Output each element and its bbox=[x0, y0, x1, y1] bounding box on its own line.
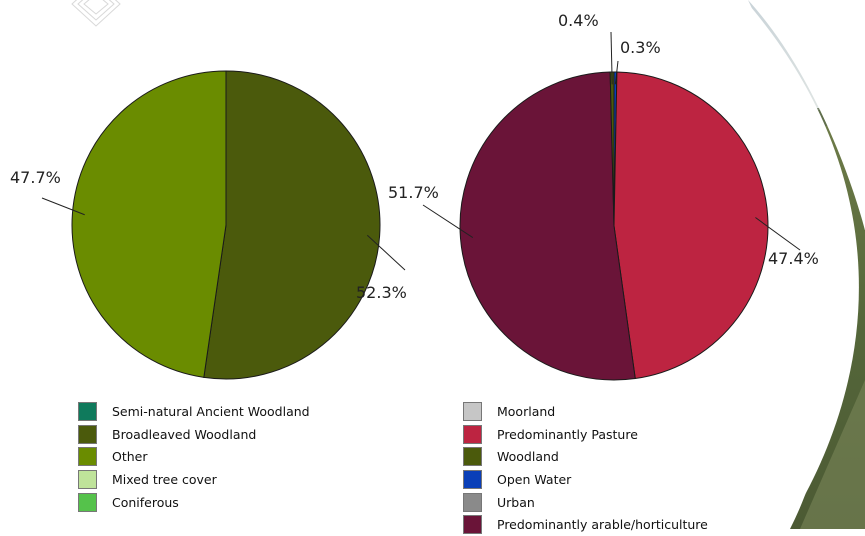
legend-left: Semi-natural Ancient Woodland Broadleaved… bbox=[78, 400, 310, 513]
legend-label: Predominantly arable/horticulture bbox=[497, 517, 708, 533]
legend-label: Moorland bbox=[497, 403, 556, 419]
legend-item: Predominantly Pasture bbox=[463, 423, 708, 446]
legend-item: Woodland bbox=[463, 445, 708, 468]
legend-swatch bbox=[463, 424, 482, 444]
legend-swatch bbox=[78, 447, 97, 467]
legend-label: Other bbox=[112, 449, 148, 465]
pie-chart-land-cover: 0.3% 47.4% 51.7% 0.4% bbox=[388, 11, 819, 381]
legend-item: Mixed tree cover bbox=[78, 468, 310, 491]
data-label: 0.3% bbox=[620, 38, 661, 57]
legend-item: Broadleaved Woodland bbox=[78, 423, 310, 446]
legend-swatch bbox=[463, 469, 482, 489]
legend-swatch bbox=[463, 401, 482, 421]
legend-swatch bbox=[463, 447, 482, 467]
leader-line bbox=[41, 197, 85, 216]
legend-right: Moorland Predominantly Pasture Woodland Ope… bbox=[463, 400, 708, 536]
leader-line bbox=[610, 31, 613, 85]
leader-line bbox=[366, 234, 406, 271]
pie-slice-broadleaved-woodland bbox=[203, 70, 381, 380]
legend-item: Open Water bbox=[463, 468, 708, 491]
data-label: 51.7% bbox=[388, 183, 439, 202]
data-label: 47.4% bbox=[768, 249, 819, 268]
pie-slice-predominantly-pasture bbox=[613, 71, 769, 380]
legend-item: Semi-natural Ancient Woodland bbox=[78, 400, 310, 423]
legend-item: Predominantly arable/horticulture bbox=[463, 513, 708, 536]
legend-label: Predominantly Pasture bbox=[497, 426, 638, 442]
pie-chart-woodland: 52.3% 47.7% bbox=[10, 70, 407, 380]
legend-item: Urban bbox=[463, 491, 708, 514]
legend-swatch bbox=[78, 424, 97, 444]
legend-label: Urban bbox=[497, 494, 535, 510]
legend-item: Moorland bbox=[463, 400, 708, 423]
legend-label: Woodland bbox=[497, 449, 559, 465]
leader-line bbox=[422, 204, 474, 239]
legend-item: Other bbox=[78, 445, 310, 468]
data-label: 0.4% bbox=[558, 11, 599, 30]
legend-label: Mixed tree cover bbox=[112, 471, 217, 487]
pie-slice-other bbox=[71, 70, 227, 378]
data-label: 47.7% bbox=[10, 168, 61, 187]
data-label: 52.3% bbox=[356, 283, 407, 302]
legend-label: Coniferous bbox=[112, 494, 179, 510]
legend-swatch bbox=[78, 401, 97, 421]
pie-slice-predominantly-arable-horticulture bbox=[459, 71, 636, 381]
leader-line bbox=[755, 217, 801, 251]
legend-label: Open Water bbox=[497, 471, 572, 487]
legend-swatch bbox=[78, 492, 97, 512]
decorative-logo-mark bbox=[71, 0, 121, 27]
legend-label: Broadleaved Woodland bbox=[112, 426, 257, 442]
legend-item: Coniferous bbox=[78, 491, 310, 514]
legend-swatch bbox=[463, 515, 482, 535]
legend-swatch bbox=[78, 469, 97, 489]
legend-label: Semi-natural Ancient Woodland bbox=[112, 403, 310, 419]
legend-swatch bbox=[463, 492, 482, 512]
